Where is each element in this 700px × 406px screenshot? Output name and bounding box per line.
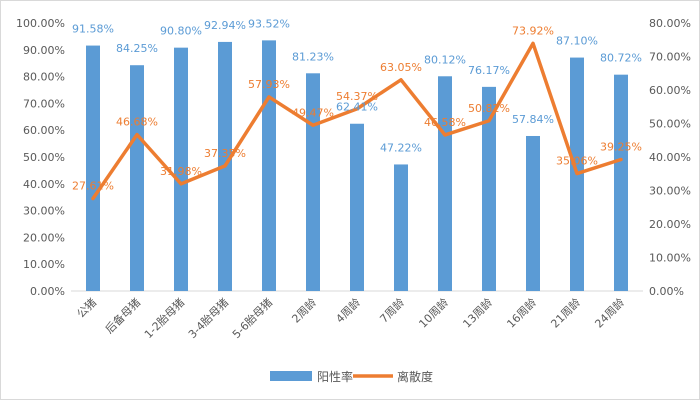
line-point-1-2胎母猪 [179, 182, 183, 186]
left-axis-tick-label: 50.00% [23, 151, 65, 164]
left-axis-tick-label: 60.00% [23, 124, 65, 137]
left-axis-tick-label: 100.00% [16, 17, 65, 30]
bar-data-label: 76.17% [468, 64, 510, 77]
line-data-label: 37.35% [204, 147, 246, 160]
line-point-4周龄 [355, 107, 359, 111]
line-data-label: 27.61% [72, 180, 114, 193]
left-axis-tick-label: 90.00% [23, 44, 65, 57]
right-axis-tick-label: 80.00% [649, 17, 691, 30]
data-labels: 91.58%84.25%90.80% 92.94% 93.52% 81.23% 62.4… [72, 17, 642, 192]
line-data-label: 31.98% [160, 165, 202, 178]
line-data-label: 50.82% [468, 102, 510, 115]
line-point-公猪 [91, 197, 95, 201]
line-data-label: 63.05% [380, 61, 422, 74]
line-data-label: 73.92% [512, 24, 554, 37]
left-axis-tick-label: 0.00% [30, 285, 65, 298]
left-axis-tick-label: 80.00% [23, 71, 65, 84]
legend-label-dispersion: 离散度 [397, 369, 433, 384]
bar-data-label: 84.25% [116, 42, 158, 55]
bar-data-label: 80.12% [424, 53, 466, 66]
right-axis-tick-label: 0.00% [649, 285, 684, 298]
x-axis-tick-label: 13周龄 [460, 295, 495, 330]
bar-公猪 [86, 45, 100, 292]
line-point-5-6胎母猪 [267, 95, 271, 99]
right-axis-tick-label: 20.00% [649, 218, 691, 231]
left-axis-tick-label: 30.00% [23, 205, 65, 218]
bar-data-label: 90.80% [160, 25, 202, 38]
axes: 0.00% 10.00% 20.00% 30.00% 40.00% 50.00% 60.00… [16, 17, 691, 298]
right-axis-tick-label: 40.00% [649, 151, 691, 164]
right-axis-tick-label: 60.00% [649, 84, 691, 97]
bar-7周龄 [394, 164, 408, 291]
line-point-10周龄 [443, 133, 447, 137]
x-axis-tick-label: 5-6胎母猪 [229, 295, 275, 341]
x-axis-tick-label: 7周龄 [377, 295, 407, 325]
right-axis-tick-label: 70.00% [649, 51, 691, 64]
bar-2周龄 [306, 73, 320, 292]
left-axis-tick-label: 10.00% [23, 258, 65, 271]
line-point-16周龄 [531, 41, 535, 45]
bar-4周龄 [350, 123, 364, 291]
bar-data-label: 62.41% [336, 101, 378, 114]
line-data-label: 35.06% [556, 155, 598, 168]
x-axis-tick-label: 3-4胎母猪 [185, 295, 231, 341]
bar-1-2胎母猪 [174, 47, 188, 291]
legend-swatch-positive-rate [270, 371, 312, 381]
x-axis-tick-label: 1-2胎母猪 [141, 295, 187, 341]
line-point-21周龄 [575, 172, 579, 176]
bar-后备母猪 [130, 65, 144, 292]
legend: 阳性率 离散度 [270, 369, 433, 384]
line-data-label: 46.68% [116, 116, 158, 129]
line-point-2周龄 [311, 123, 315, 127]
right-axis-tick-label: 30.00% [649, 185, 691, 198]
left-axis-tick-label: 70.00% [23, 97, 65, 110]
x-axis-tick-label: 后备母猪 [102, 295, 143, 336]
line-point-7周龄 [399, 78, 403, 82]
x-axis-tick-label: 21周龄 [548, 295, 583, 330]
x-axis-tick-label: 4周龄 [333, 295, 363, 325]
bar-16周龄 [526, 135, 540, 291]
bar-24周龄 [614, 74, 628, 291]
bar-data-label: 81.23% [292, 50, 334, 63]
x-axis-tick-label: 24周龄 [592, 295, 627, 330]
line-point-24周龄 [619, 158, 623, 162]
bar-data-label: 93.52% [248, 17, 290, 30]
line-data-label: 57.93% [248, 78, 290, 91]
line-data-label: 49.47% [292, 106, 334, 119]
bar-data-label: 92.94% [204, 19, 246, 32]
left-axis-tick-label: 40.00% [23, 178, 65, 191]
legend-label-positive-rate: 阳性率 [317, 369, 353, 384]
right-axis-tick-label: 10.00% [649, 252, 691, 265]
bar-data-label: 80.72% [600, 52, 642, 65]
line-data-label: 54.37% [336, 90, 378, 103]
bar-data-label: 47.22% [380, 141, 422, 154]
bar-data-label: 87.10% [556, 35, 598, 48]
x-axis-tick-label: 2周龄 [289, 295, 319, 325]
bar-13周龄 [482, 86, 496, 291]
bar-data-label: 57.84% [512, 113, 554, 126]
left-axis-tick-label: 20.00% [23, 231, 65, 244]
x-axis-tick-label: 16周龄 [504, 295, 539, 330]
line-point-13周龄 [487, 119, 491, 123]
bar-data-label: 91.58% [72, 23, 114, 36]
line-point-3-4胎母猪 [223, 164, 227, 168]
line-point-后备母猪 [135, 133, 139, 137]
x-axis-tick-label: 10周龄 [416, 295, 451, 330]
line-data-label: 46.58% [424, 116, 466, 129]
x-axis-tick-label: 公猪 [74, 296, 99, 321]
line-series [91, 41, 623, 201]
bar-series [86, 40, 628, 292]
line-data-label: 39.25% [600, 141, 642, 154]
bar-10周龄 [438, 76, 452, 291]
right-axis-tick-label: 50.00% [649, 118, 691, 131]
